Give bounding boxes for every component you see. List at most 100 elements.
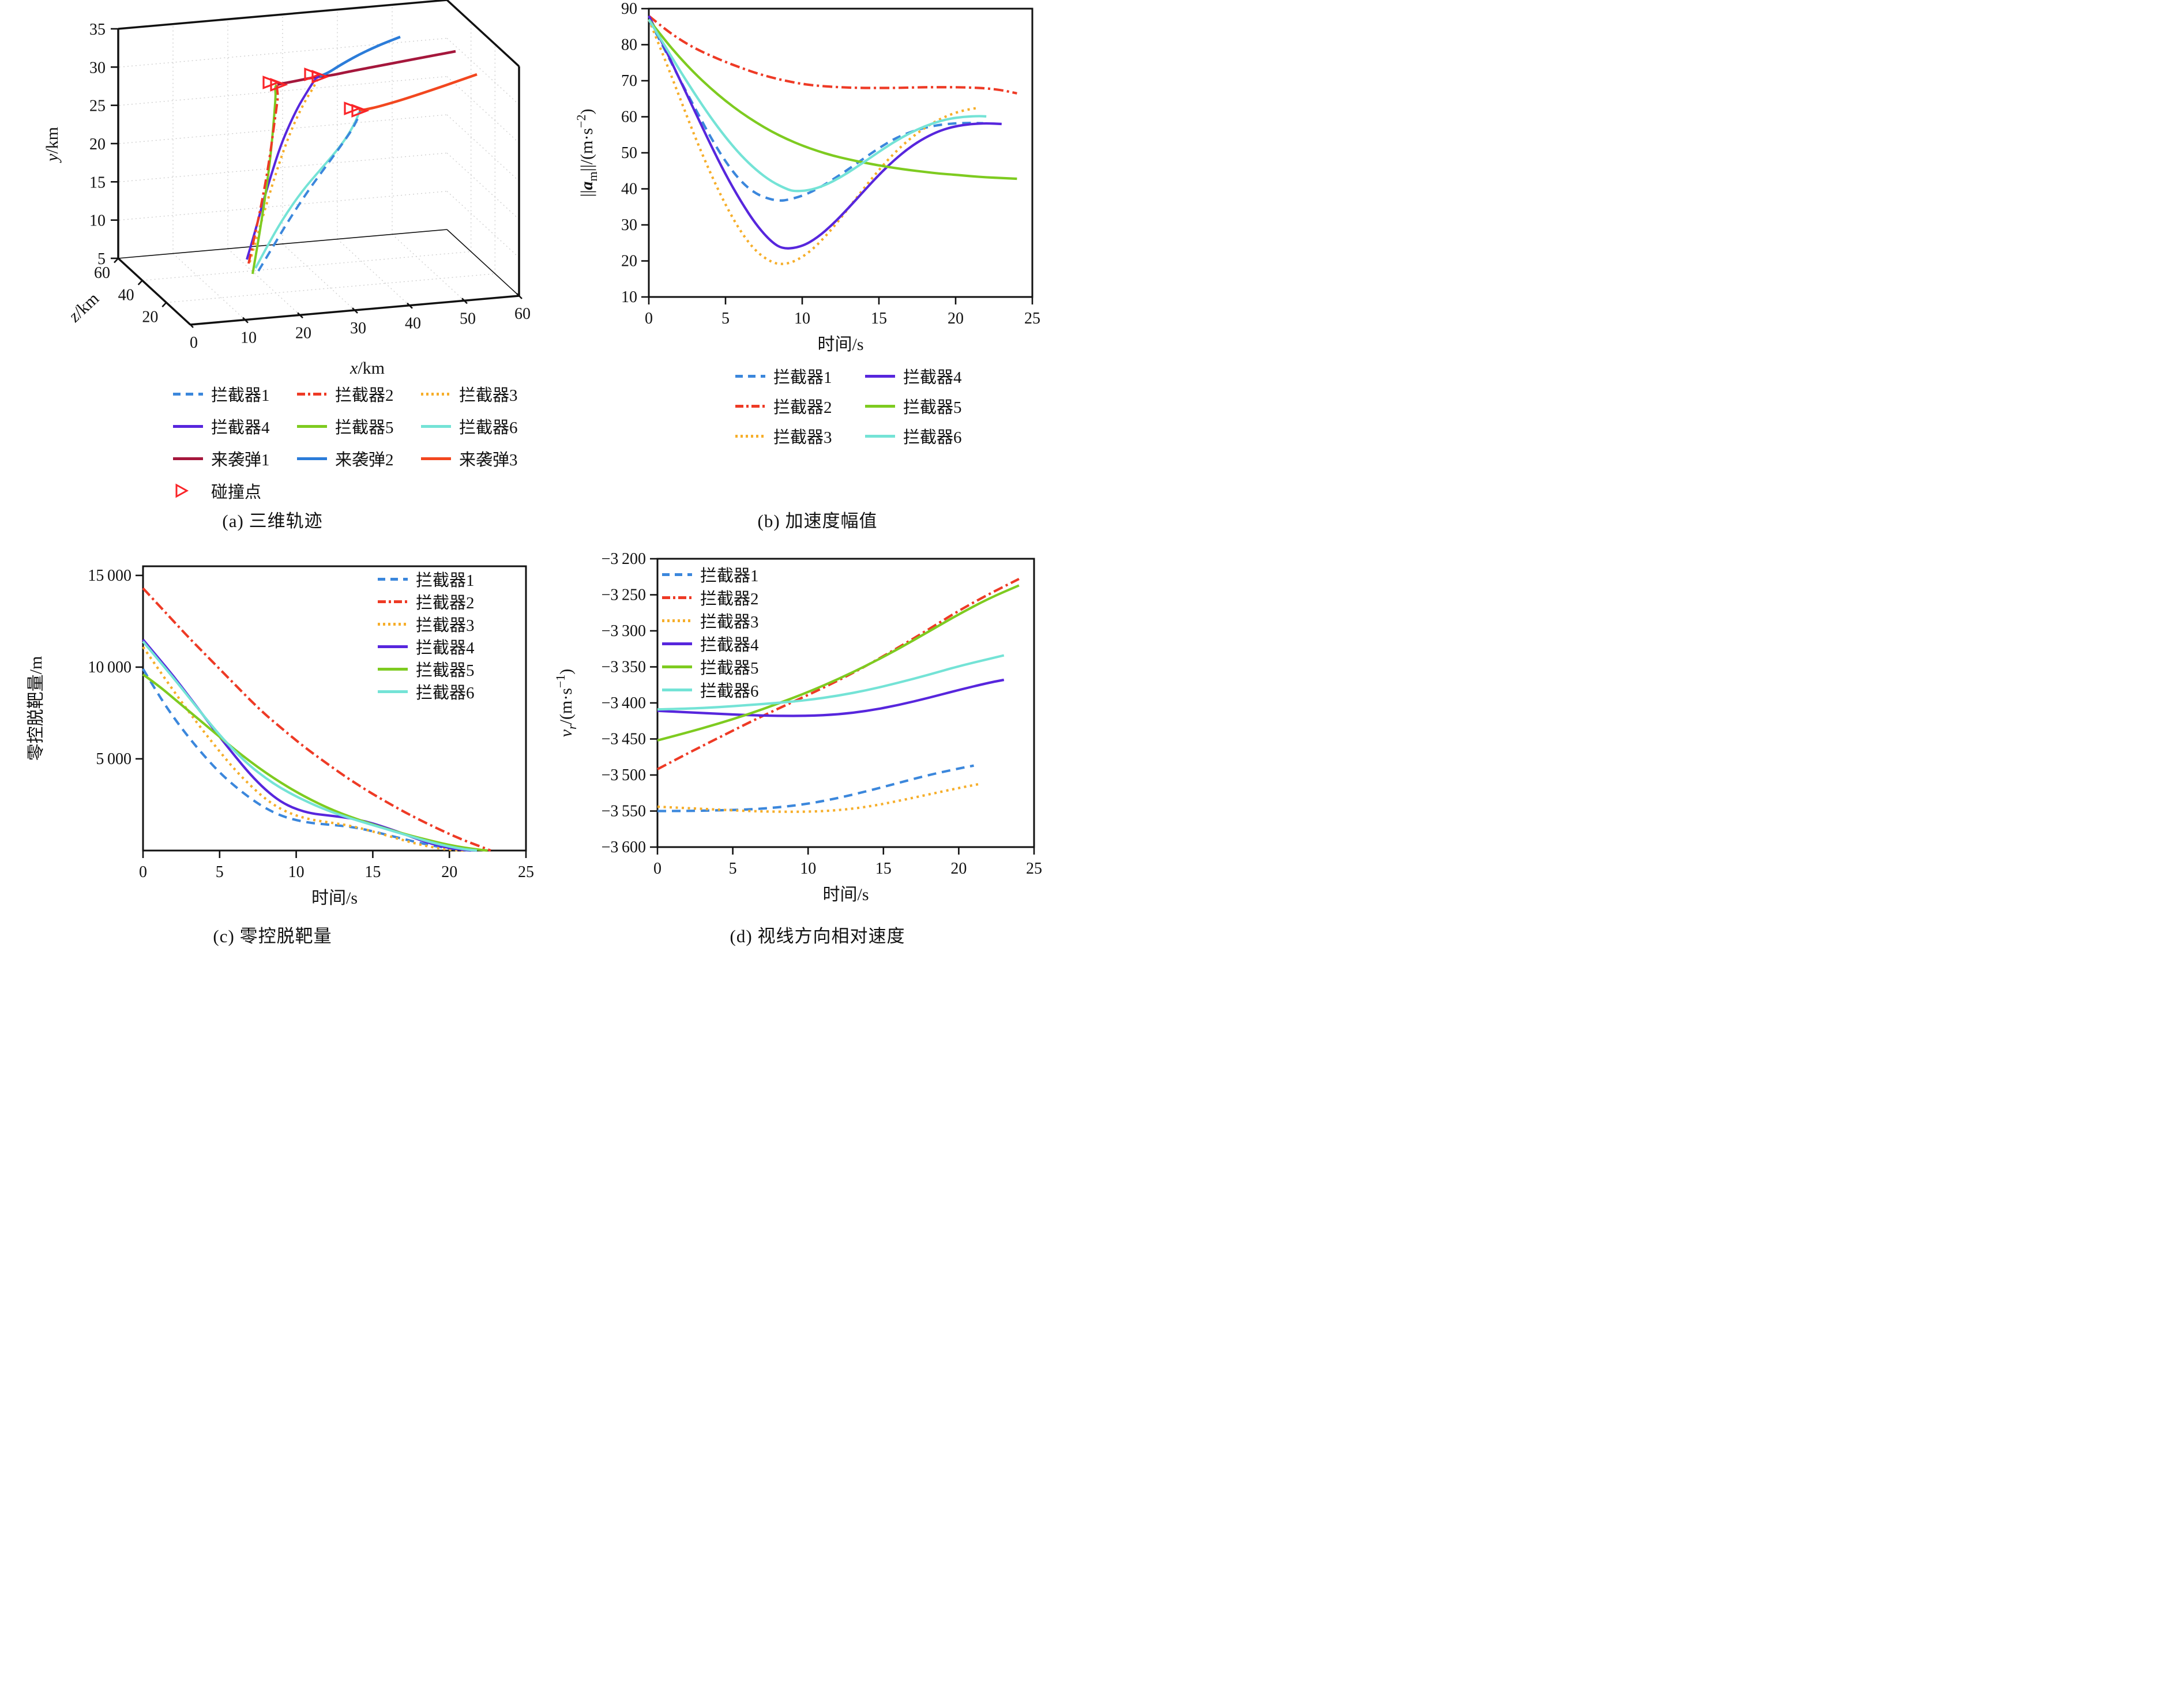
x-tick-label: 50 [460,310,476,328]
series-interceptor6 [648,18,987,193]
collision-points [262,67,370,118]
series-group [142,587,491,852]
legend-swatch-dotted-icon [662,619,692,622]
series-interceptor2 [648,14,1017,95]
legend-label: 拦截器2 [335,386,394,405]
y-tick-label: 10 [89,212,106,230]
legend-swatch-solid-icon [662,688,692,691]
y-tick-label: −3 300 [602,622,646,640]
series-interceptor2 [247,85,279,264]
legend-swatch-solid-icon [865,374,895,378]
collision-marker-icon [311,70,330,84]
series-interceptor5 [657,584,1020,742]
series-interceptor1 [142,668,473,852]
svg-text:vr/(m·s−1): vr/(m·s−1) [553,669,579,738]
svg-text:z/km: z/km [65,289,103,326]
legend-item-interceptor-6: 拦截器6 [865,424,995,448]
legend-item-interceptor-6: 拦截器6 [378,683,475,702]
series-interceptor4 [657,678,1005,717]
x-tick-label: 10 [240,329,257,347]
legend-swatch-dashed-icon [378,577,408,581]
legend-swatch-dashdot-icon [378,600,408,603]
series-interceptor1 [657,764,974,812]
legend-swatch-solid-icon [297,457,327,460]
y-tick-label: 70 [621,72,637,90]
legend-swatch-solid-icon [378,645,408,648]
legend-item-interceptor-4: 拦截器4 [378,638,475,657]
legend-item-interceptor-4: 拦截器4 [173,414,297,438]
legend-label: 拦截器3 [416,616,475,635]
legend-swatch-solid-icon [662,642,692,645]
legend-d: 拦截器1 拦截器2 拦截器3 拦截器4 拦截器5 拦截器6 [662,566,759,701]
svg-text:x/km: x/km [349,359,385,378]
legend-item-interceptor-5: 拦截器5 [865,394,995,418]
legend-label: 拦截器4 [211,419,270,437]
x-tick-label: 20 [948,310,964,328]
series-missile1 [277,50,456,86]
panel-grid: 35 30 25 20 15 10 5 60 40 20 0 10 20 30 40 50 60 y/km z/km… [0,0,1090,955]
figure-page: 35 30 25 20 15 10 5 60 40 20 0 10 20 30 40 50 60 y/km z/km… [0,0,1090,955]
legend-label: 拦截器3 [773,428,832,447]
legend-swatch-solid-icon [662,665,692,668]
y-tick-label: 40 [621,180,637,198]
series-interceptor4 [648,15,1002,250]
x-tick-label: 25 [1024,310,1040,328]
legend-item-interceptor-4: 拦截器4 [662,635,759,654]
x-tick-label: 5 [729,860,737,878]
legend-swatch-dashdot-icon [662,596,692,599]
plot-box [648,7,1033,298]
x-tick-label: 40 [405,315,421,333]
x-tick-label: 10 [800,860,816,878]
series-interceptor3 [648,18,979,265]
series-missile3 [358,73,478,112]
legend-label: 拦截器2 [773,398,832,417]
axis-ticks: 0 5 10 15 20 25 −3 600 −3 550 −3 500 −3 450 −3 400… [602,550,1042,878]
legend-item-interceptor-6: 拦截器6 [662,681,759,701]
grid-3d [119,5,520,321]
y-tick-label: 5 [97,250,106,268]
x-tick-label: 10 [288,863,305,881]
legend-item-interceptor-2: 拦截器2 [297,382,421,406]
y-tick-label: 35 [89,21,106,39]
y-tick-label: 25 [89,97,106,115]
y-tick-label: −3 350 [602,659,646,676]
legend-item-missile-3: 来袭弹3 [421,446,545,471]
legend-swatch-solid-icon [378,667,408,671]
collision-marker-icon [351,104,370,118]
y-tick-label: 20 [89,136,106,153]
x-tick-label: 20 [950,860,967,878]
legend-label: 拦截器3 [459,386,518,405]
legend-swatch-solid-icon [865,434,895,438]
y-tick-label: 5 000 [96,750,131,768]
chart-acceleration-magnitude: 0 5 10 15 20 25 10 20 30 40 50 60 70 80 90 时间/s ||am||/(… [574,0,1040,354]
y-tick-label: 30 [621,216,637,234]
legend-label: 拦截器5 [903,398,962,417]
x-tick-label: 15 [875,860,892,878]
svg-text:y/km: y/km [43,127,62,163]
legend-label: 拦截器1 [416,571,475,590]
legend-a: 拦截器1 拦截器2 拦截器3 拦截器4 拦截器5 拦截器6 来袭弹1 来袭弹2 来袭弹3 碰撞点 [173,382,545,503]
x-tick-label: 25 [518,863,534,881]
legend-item-interceptor-1: 拦截器1 [735,364,865,388]
caption-b: (b) 加速度幅值 [757,511,878,531]
y-tick-label: −3 250 [602,586,646,604]
legend-label: 来袭弹3 [459,451,518,469]
series-interceptor6 [657,654,1005,711]
legend-item-interceptor-3: 拦截器3 [378,615,475,635]
series-interceptor3 [142,646,465,852]
legend-label: 拦截器6 [903,428,962,447]
y-tick-label: 20 [621,253,637,270]
series-group [246,35,478,274]
series-interceptor2 [657,578,1020,770]
legend-b: 拦截器1 拦截器4 拦截器2 拦截器5 拦截器3 拦截器6 [735,364,1090,448]
legend-label: 拦截器4 [903,368,962,387]
legend-item-interceptor-2: 拦截器2 [378,593,475,612]
legend-swatch-dotted-icon [735,434,765,438]
x-tick-label: 15 [364,863,381,881]
chart-los-relative-velocity: 0 5 10 15 20 25 −3 600 −3 550 −3 500 −3 450 −3 400… [553,550,1042,904]
legend-item-interceptor-1: 拦截器1 [378,570,475,590]
legend-label: 拦截器1 [211,386,270,405]
